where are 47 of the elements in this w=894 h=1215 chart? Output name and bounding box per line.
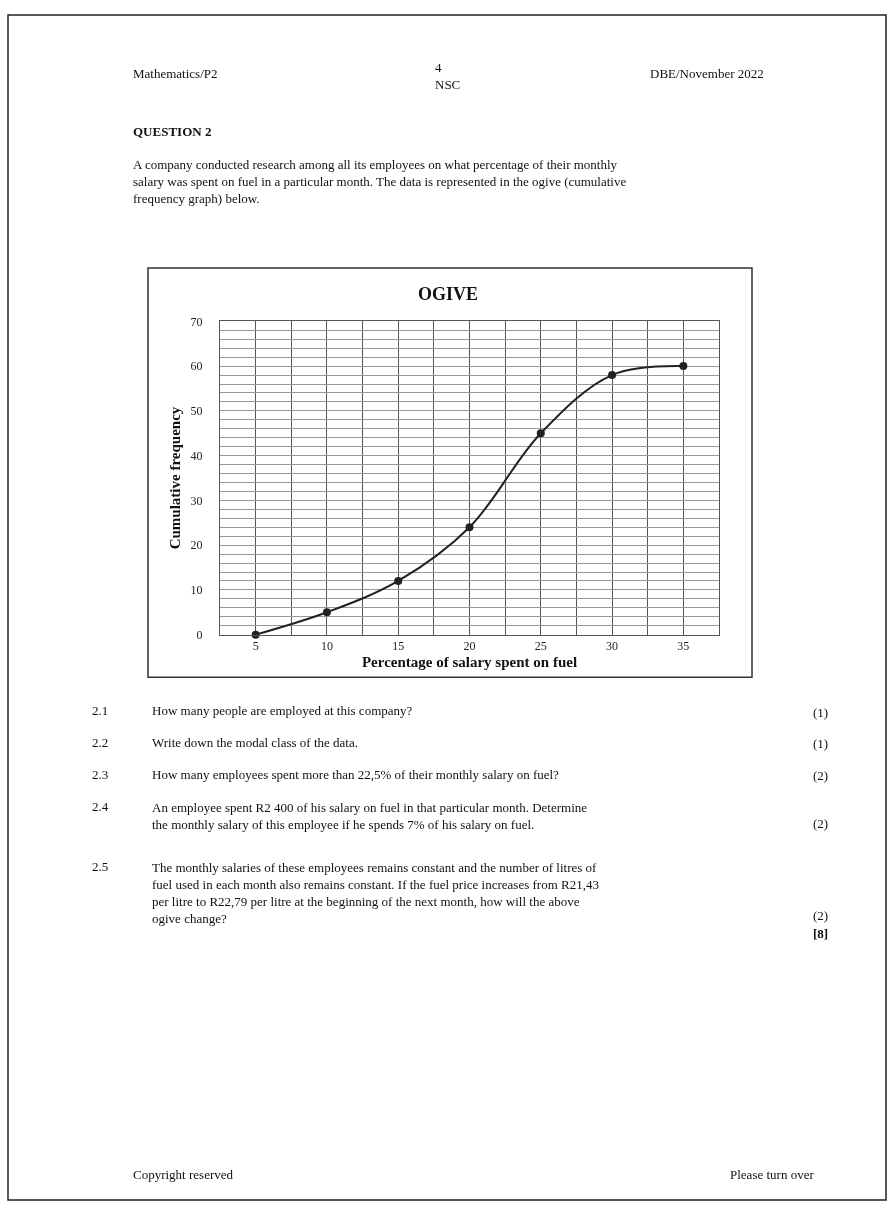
y-tick-label: 0: [196, 627, 203, 642]
point: [679, 362, 688, 371]
text: 2.4: [92, 799, 109, 814]
text: Please turn over: [730, 1167, 815, 1182]
text: (1): [813, 736, 829, 751]
y-tick-label: 50: [190, 404, 203, 419]
x-tick-label: 35: [677, 639, 690, 654]
x-tick-label: 25: [534, 639, 547, 654]
y-axis-title: Cumulative frequency: [166, 406, 183, 550]
x-tick-label: 20: [463, 639, 476, 654]
text: QUESTION 2: [133, 124, 212, 139]
point: [536, 429, 545, 438]
text: An employee spent R2 400 of his salary on fuel in that particular month. Determine the monthly salary of this employee if he spends 7% of his salary on fuel.: [152, 800, 588, 832]
point: [394, 576, 403, 585]
x-tick-label: 15: [392, 639, 405, 654]
text: Copyright reserved: [133, 1167, 234, 1182]
text: Mathematics/P2: [133, 66, 218, 81]
point: [608, 371, 617, 380]
x-tick-label: 5: [252, 639, 259, 654]
text: DBE/November 2022: [650, 66, 764, 81]
text: (2): [813, 816, 829, 831]
x-axis-title: Percentage of salary spent on fuel: [361, 654, 578, 671]
text: (2): [813, 768, 829, 783]
text: 2.2: [92, 735, 109, 750]
chart-title: OGIVE: [418, 284, 479, 304]
y-tick-label: 40: [190, 448, 203, 463]
text: How many employees spent more than 22,5% of their monthly salary on fuel?: [152, 767, 560, 782]
point: [322, 608, 331, 617]
text: [8]: [813, 926, 829, 941]
y-tick-label: 30: [190, 493, 203, 508]
text: 4 NSC: [435, 60, 461, 92]
text: (1): [813, 705, 829, 720]
text: (2): [813, 908, 829, 923]
text: 2.3: [92, 767, 109, 782]
text: 2.1: [92, 703, 109, 718]
text: 2.5: [92, 859, 109, 874]
x-tick-label: 10: [320, 639, 333, 654]
y-tick-label: 10: [190, 583, 203, 598]
text: The monthly salaries of these employees remains constant and the number of litres of fuel used in each month also remains constant. If the fuel price increases from R21,43 per litre to R22,79 per litre at the beginning of the next month, how will the above ogive change?: [152, 860, 599, 926]
x-tick-label: 30: [606, 639, 619, 654]
y-tick-label: 60: [190, 359, 203, 374]
point: [465, 523, 474, 532]
y-tick-label: 20: [190, 538, 203, 553]
text: Write down the modal class of the data.: [152, 735, 358, 750]
y-tick-label: 70: [190, 314, 203, 329]
text: A company conducted research among all its employees on what percentage of their monthly salary was spent on fuel in a particular month. The data is represented in the ogive (cumulative frequency graph) below.: [133, 157, 627, 206]
text: How many people are employed at this company?: [152, 703, 413, 718]
